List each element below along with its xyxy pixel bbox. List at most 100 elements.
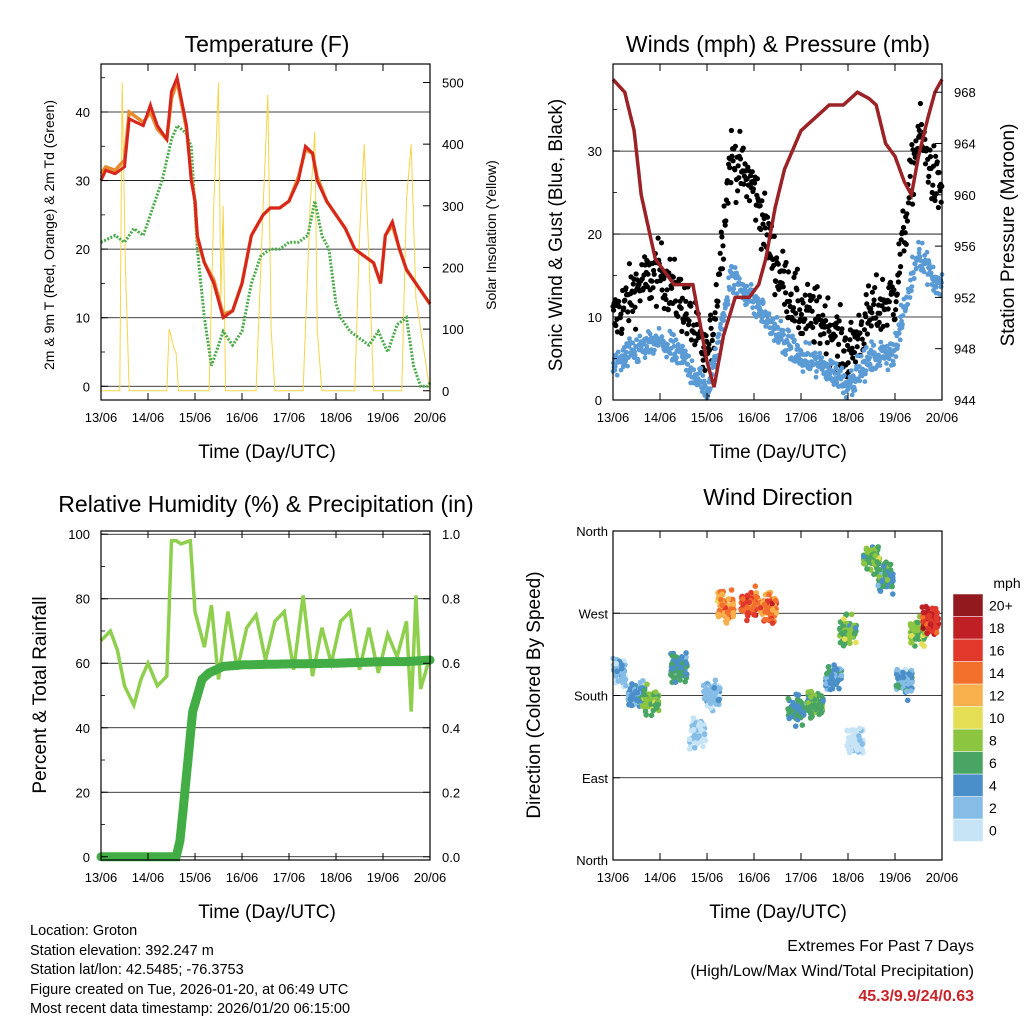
direction-point <box>852 625 859 631</box>
gust-point <box>683 298 689 304</box>
gust-point <box>927 154 934 160</box>
gust-point <box>823 351 829 357</box>
y-tick-label: 20 <box>588 227 602 242</box>
wind-direction-y-label: Direction (Colored By Speed) <box>524 571 545 818</box>
y-tick-label: East <box>582 771 608 786</box>
gust-point <box>892 316 898 322</box>
gust-point <box>625 309 631 315</box>
wind-point <box>761 299 766 305</box>
wind-point <box>796 354 802 360</box>
direction-point <box>744 592 751 599</box>
gust-point <box>835 325 841 331</box>
direction-point <box>896 674 903 681</box>
gust-point <box>758 226 764 232</box>
gust-point <box>775 261 781 267</box>
gust-point <box>893 307 899 313</box>
gust-point <box>848 319 854 325</box>
gust-point <box>639 276 645 282</box>
wind-point <box>924 249 930 255</box>
direction-point <box>799 722 806 728</box>
gust-point <box>707 317 713 323</box>
direction-points <box>610 544 942 756</box>
gust-point <box>926 173 932 179</box>
gust-point <box>929 189 935 196</box>
direction-point <box>934 618 940 624</box>
wind-point <box>725 301 731 307</box>
dewpoint-line <box>100 123 432 388</box>
gust-point <box>925 179 931 185</box>
winds-title: Winds (mph) & Pressure (mb) <box>626 31 930 57</box>
direction-point <box>655 701 661 708</box>
direction-point <box>887 561 894 568</box>
wind-point <box>803 340 809 345</box>
wind-direction-axes: North East South West North 13/06 14/06 15/06 16… <box>574 524 958 885</box>
gust-point <box>873 315 879 321</box>
wind-point <box>843 395 849 400</box>
wind-point <box>855 353 860 359</box>
colorbar-swatch <box>952 616 984 640</box>
direction-point <box>698 726 704 733</box>
wind-point <box>795 343 801 349</box>
gust-point <box>933 153 939 159</box>
direction-point <box>825 664 832 670</box>
gust-point <box>884 322 890 328</box>
gust-point <box>735 188 741 194</box>
direction-point <box>893 683 900 689</box>
extremes-heading: Extremes For Past 7 Days <box>787 938 974 955</box>
winds-axes: 0 10 20 30 944 948 952 956 960 964 968 13/06 14/06 15… <box>588 63 976 425</box>
y2-tick-label: 0.8 <box>442 592 460 607</box>
gust-point <box>686 322 692 328</box>
gust-point <box>684 331 690 337</box>
direction-point <box>751 612 757 618</box>
wind-point <box>636 359 641 364</box>
direction-point <box>711 685 718 691</box>
direction-point <box>718 596 724 603</box>
direction-point <box>929 628 935 635</box>
gust-point <box>718 229 724 235</box>
colorbar-swatch <box>952 773 984 797</box>
direction-point <box>808 688 814 695</box>
direction-point <box>909 640 915 646</box>
y2-tick-label: 100 <box>442 322 464 337</box>
gust-point <box>927 147 933 153</box>
colorbar-title: mph <box>993 575 1020 591</box>
gust-point <box>863 292 869 298</box>
direction-point <box>864 549 871 555</box>
wind-point <box>896 331 902 336</box>
wind-point <box>928 270 934 276</box>
x-tick-label: 20/06 <box>926 410 959 425</box>
gust-point <box>746 198 753 204</box>
direction-point <box>773 610 780 616</box>
direction-point <box>883 559 889 565</box>
direction-point <box>844 728 851 734</box>
gust-point <box>871 297 877 303</box>
direction-point <box>857 737 863 744</box>
station-latlon: Station lat/lon: 42.5485; -76.3753 <box>30 962 244 979</box>
direction-point <box>932 624 939 630</box>
gust-point <box>788 291 794 297</box>
wind-point <box>671 343 677 349</box>
colorbar-label: 20+ <box>989 597 1013 613</box>
gust-point <box>896 270 903 276</box>
plot-frame <box>100 63 431 401</box>
gust-point <box>917 100 924 107</box>
y-tick-label: 30 <box>588 144 602 159</box>
gust-point <box>618 311 624 317</box>
gust-point <box>760 221 766 227</box>
gust-point <box>918 121 925 128</box>
y2-tick-label: 968 <box>954 85 976 100</box>
gust-point <box>832 333 838 339</box>
wind-point <box>900 322 905 327</box>
x-tick-label: 19/06 <box>879 870 912 885</box>
wind-point <box>665 342 670 347</box>
gust-point <box>863 314 869 320</box>
gust-point <box>799 330 806 337</box>
gust-point <box>702 367 708 373</box>
gust-point <box>621 305 627 311</box>
plot-frame <box>612 63 943 401</box>
wind-point <box>804 359 810 365</box>
wind-point <box>685 362 691 367</box>
gust-point <box>811 339 817 345</box>
gust-point <box>651 271 657 277</box>
